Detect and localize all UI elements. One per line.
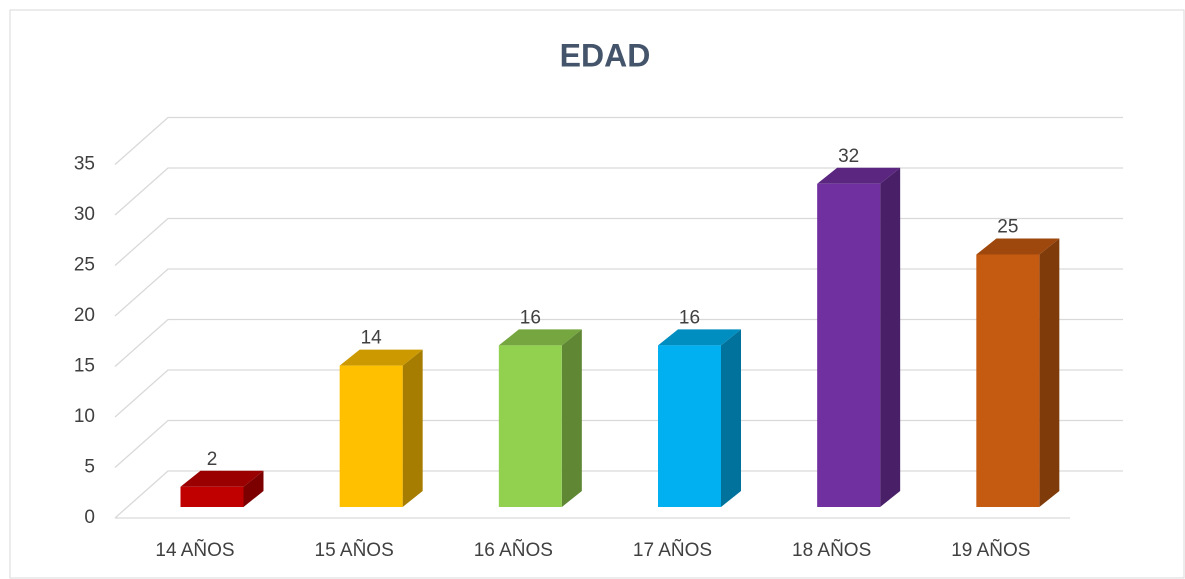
bar-side — [402, 349, 423, 507]
bar — [498, 329, 582, 507]
bar-side — [243, 470, 264, 507]
y-tick-label: 20 — [74, 305, 95, 326]
grid-line — [114, 470, 1123, 519]
data-label: 32 — [838, 146, 859, 167]
x-tick-label: 15 AÑOS — [315, 539, 394, 561]
y-tick-label: 35 — [74, 154, 95, 175]
y-tick-label: 5 — [84, 457, 95, 478]
bar — [817, 167, 901, 508]
chart-title: EDAD — [560, 37, 651, 73]
grid-line — [114, 419, 1123, 468]
bar-front — [976, 254, 1040, 507]
y-tick-label: 10 — [74, 406, 95, 427]
x-tick-label: 17 AÑOS — [633, 539, 712, 561]
y-tick-label: 0 — [84, 507, 95, 528]
grid-line — [114, 318, 1123, 367]
bar-side — [561, 329, 582, 507]
bar-front — [339, 365, 403, 507]
data-label: 2 — [207, 449, 218, 470]
bar-top — [658, 329, 741, 346]
bar — [339, 349, 423, 507]
bar — [658, 329, 741, 507]
bar-top — [976, 238, 1060, 255]
y-tick-label: 30 — [74, 204, 95, 225]
grid-line — [114, 268, 1123, 317]
y-tick-label: 25 — [74, 255, 95, 276]
bar-side — [721, 329, 741, 507]
bar — [180, 470, 264, 507]
bar-side — [1039, 238, 1060, 507]
data-label: 14 — [361, 328, 383, 349]
y-tick-label: 15 — [74, 356, 95, 377]
bar-top — [498, 329, 582, 346]
bar — [976, 238, 1060, 507]
grid-line — [114, 167, 1123, 216]
grid-line — [114, 116, 1123, 165]
data-label: 16 — [520, 307, 541, 328]
bar-front — [817, 183, 881, 508]
bar-front — [658, 345, 721, 507]
bar-side — [880, 167, 901, 508]
data-label: 25 — [997, 217, 1018, 238]
data-label: 16 — [679, 307, 700, 328]
x-tick-label: 19 AÑOS — [951, 539, 1030, 561]
bar-front — [180, 486, 244, 507]
bar-top — [180, 470, 264, 487]
grid-line — [114, 369, 1123, 418]
x-tick-label: 14 AÑOS — [155, 539, 234, 561]
x-tick-label: 18 AÑOS — [792, 539, 871, 561]
bar-front — [498, 345, 562, 507]
x-tick-label: 16 AÑOS — [474, 539, 553, 561]
grid-line — [114, 217, 1123, 266]
bar-top — [817, 167, 901, 184]
bar-top — [339, 349, 423, 366]
